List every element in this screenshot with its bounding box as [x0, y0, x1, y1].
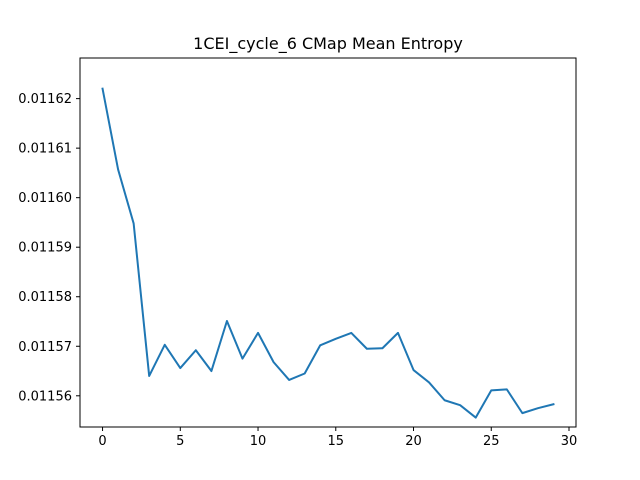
- x-tick-label: 5: [176, 434, 184, 449]
- x-tick-label: 0: [98, 434, 106, 449]
- series-layer: [101, 87, 555, 419]
- y-tick-label: 0.01157: [18, 340, 72, 355]
- x-tick-label: 30: [561, 434, 578, 449]
- y-tick-label: 0.01160: [18, 191, 72, 206]
- chart-title: 1CEI_cycle_6 CMap Mean Entropy: [193, 34, 463, 54]
- x-tick-label: 25: [483, 434, 500, 449]
- y-axis-ticks: 0.01156 0.01157 0.01158 0.01159 0.01160 0.011…: [18, 92, 80, 404]
- y-tick-label: 0.01156: [18, 389, 72, 404]
- x-tick-label: 20: [405, 434, 422, 449]
- x-tick-label: 15: [328, 434, 345, 449]
- y-tick-label: 0.01162: [18, 92, 72, 107]
- x-tick-label: 10: [250, 434, 267, 449]
- y-tick-label: 0.01159: [18, 241, 72, 256]
- series-line: [101, 87, 555, 419]
- y-tick-label: 0.01158: [18, 290, 72, 305]
- x-axis-ticks: 0 5 10 15 20 25 30: [98, 427, 577, 449]
- y-tick-label: 0.01161: [18, 142, 72, 157]
- plot-area-frame: [79, 57, 577, 428]
